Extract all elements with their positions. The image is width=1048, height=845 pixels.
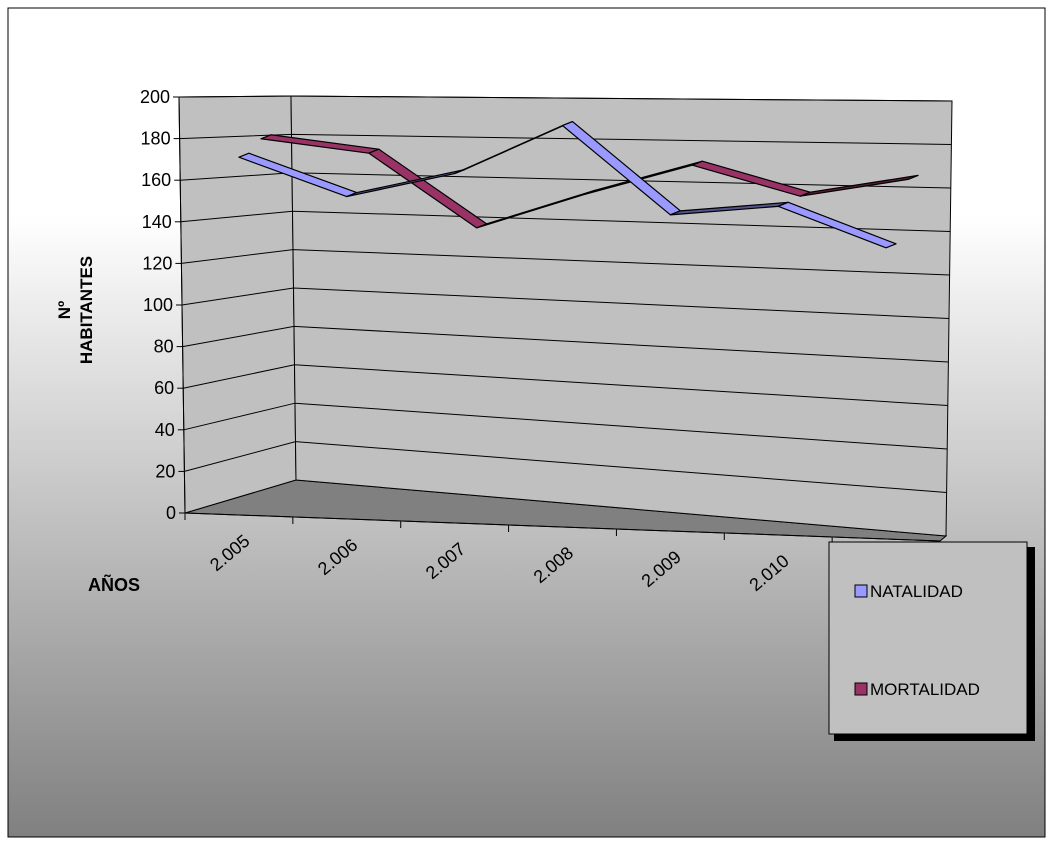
y-tick-label: 80 — [154, 337, 174, 357]
x-axis-label: AÑOS — [88, 574, 140, 595]
legend: NATALIDAD MORTALIDAD — [829, 542, 1035, 741]
y-tick-label: 60 — [154, 378, 174, 398]
y-tick-label: 140 — [142, 212, 172, 232]
y-tick-label: 180 — [141, 129, 171, 149]
chart-walls — [179, 96, 952, 541]
y-tick-label: 0 — [166, 503, 176, 523]
y-tick-label: 200 — [140, 87, 170, 107]
legend-label-natalidad: NATALIDAD — [870, 582, 963, 601]
y-axis-label-line1: Nº — [55, 301, 74, 320]
y-axis-label-line2: HABITANTES — [77, 256, 96, 364]
legend-swatch-mortalidad — [855, 683, 867, 695]
y-tick-label: 40 — [155, 420, 175, 440]
legend-swatch-natalidad — [855, 585, 867, 597]
y-tick-label: 20 — [155, 461, 175, 481]
legend-label-mortalidad: MORTALIDAD — [870, 680, 980, 699]
chart-side-wall — [179, 96, 296, 513]
y-tick-label: 120 — [142, 253, 172, 273]
y-tick-label: 160 — [141, 170, 171, 190]
y-tick-label: 100 — [143, 295, 173, 315]
legend-box — [829, 542, 1027, 734]
